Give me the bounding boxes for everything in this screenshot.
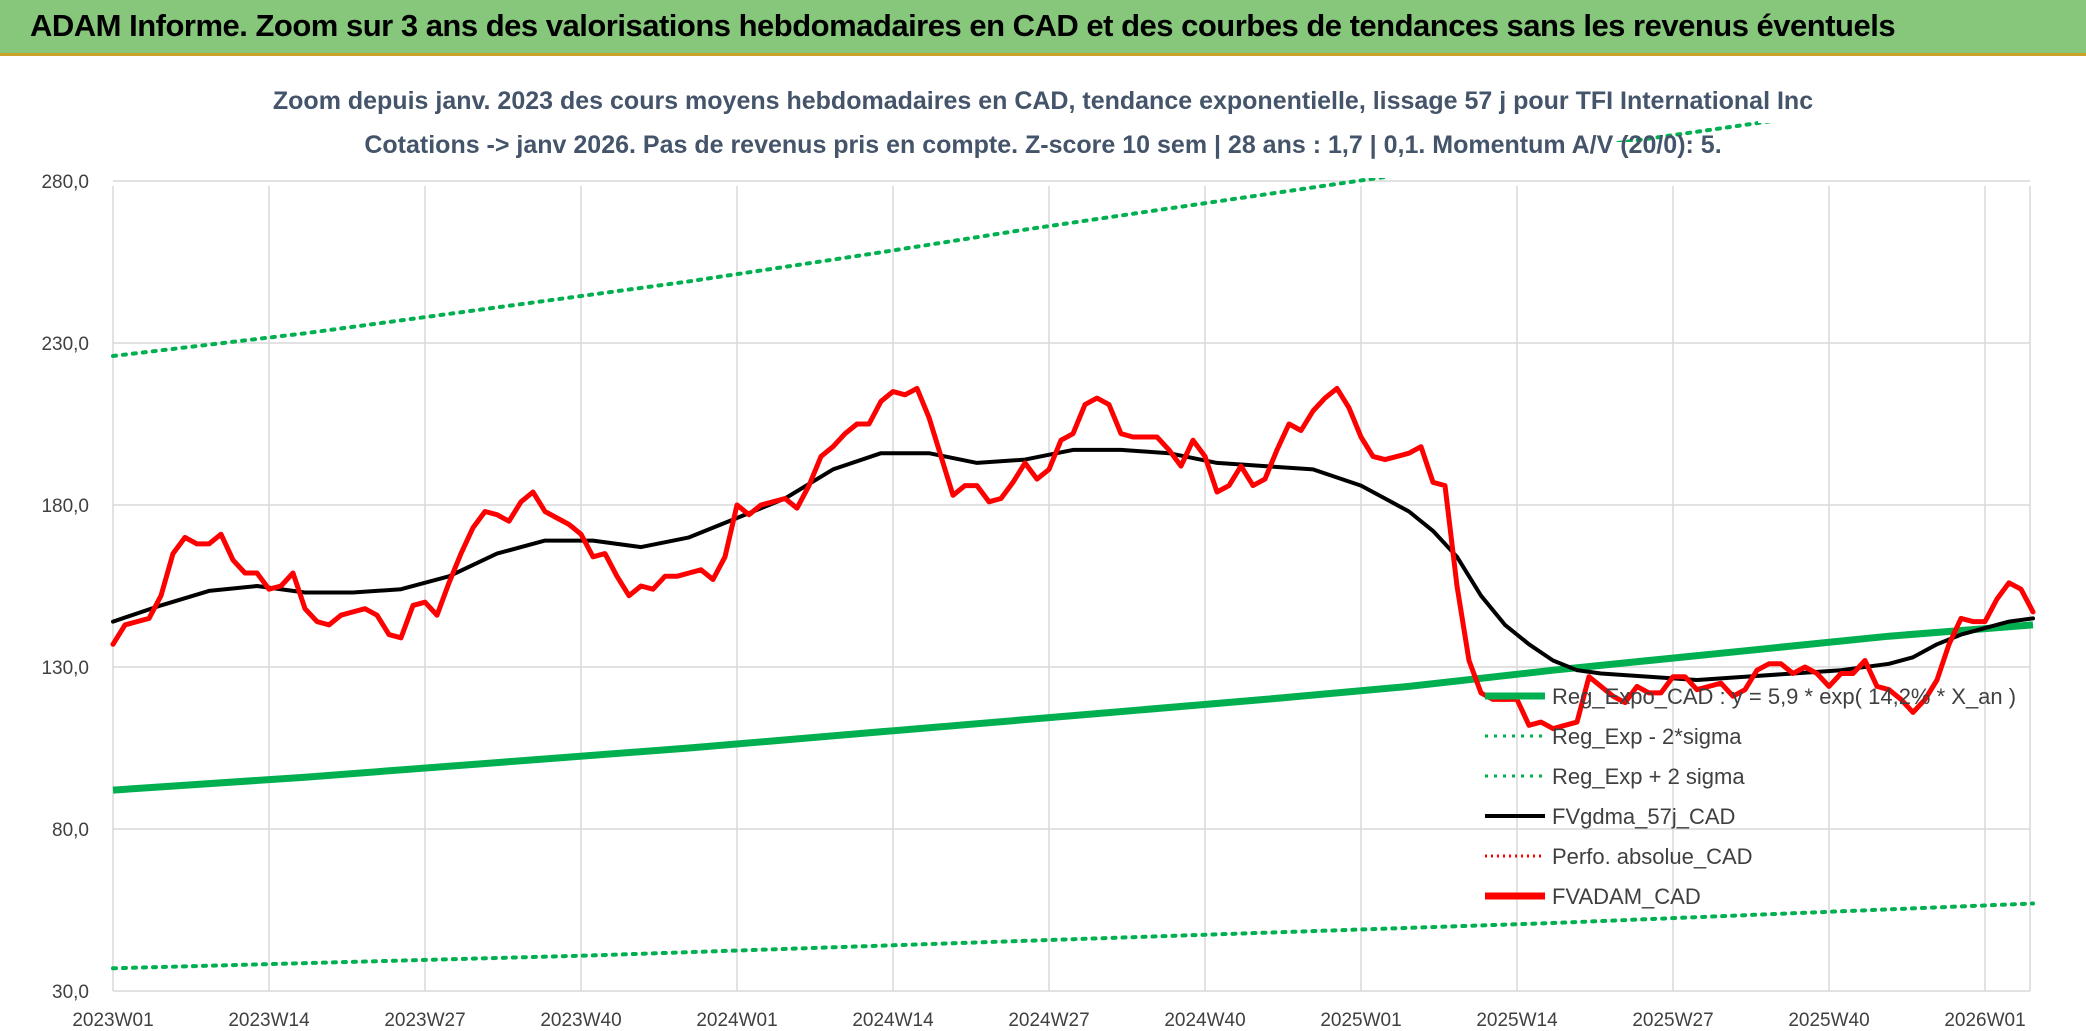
- x-tick-label: 2025W40: [1788, 1010, 1869, 1031]
- x-tick-label: 2025W01: [1320, 1010, 1401, 1031]
- chart-title: Zoom depuis janv. 2023 des cours moyens …: [273, 87, 1813, 115]
- y-tick-label: 30,0: [52, 982, 89, 1003]
- x-tick-label: 2023W14: [228, 1010, 310, 1031]
- legend-label: Reg_Exp + 2 sigma: [1552, 764, 1745, 789]
- x-tick-label: 2024W01: [696, 1010, 777, 1031]
- header-banner: ADAM Informe. Zoom sur 3 ans des valoris…: [0, 0, 2086, 56]
- x-tick-label: 2025W27: [1632, 1010, 1713, 1031]
- y-tick-label: 130,0: [41, 658, 89, 679]
- subtitle-mask: [1140, 142, 1808, 178]
- y-tick-label: 280,0: [41, 172, 89, 193]
- x-tick-label: 2023W01: [72, 1010, 153, 1031]
- y-tick-label: 80,0: [52, 820, 89, 841]
- chart-background: [0, 56, 2086, 1031]
- report-title: ADAM Informe. Zoom sur 3 ans des valoris…: [30, 8, 1896, 43]
- legend-label: FVgdma_57j_CAD: [1552, 804, 1735, 829]
- y-tick-label: 230,0: [41, 334, 89, 355]
- x-tick-label: 2023W40: [540, 1010, 621, 1031]
- legend: Reg_Expo_CAD : y = 5,9 * exp( 14,2% * X_…: [1485, 684, 2016, 909]
- x-tick-label: 2024W27: [1008, 1010, 1089, 1031]
- x-tick-label: 2026W01: [1944, 1010, 2025, 1031]
- chart: 2023W01 2023W14 2023W27 2023W40 2024W01 2024W…: [0, 56, 2086, 1031]
- x-tick-label: 2023W27: [384, 1010, 465, 1031]
- legend-label: FVADAM_CAD: [1552, 884, 1701, 909]
- y-axis: 30,0 80,0 130,0 180,0 230,0 280,0: [41, 172, 89, 1003]
- x-axis: 2023W01 2023W14 2023W27 2023W40 2024W01 2024W…: [72, 1010, 2025, 1031]
- title-mask: [1758, 103, 2026, 123]
- y-tick-label: 180,0: [41, 496, 89, 517]
- legend-label: Reg_Expo_CAD : y = 5,9 * exp( 14,2% * X_…: [1552, 684, 2016, 709]
- x-tick-label: 2025W14: [1476, 1010, 1558, 1031]
- legend-label: Reg_Exp - 2*sigma: [1552, 724, 1742, 749]
- x-tick-label: 2024W14: [852, 1010, 934, 1031]
- series-reg-exp-minus-2sigma: [111, 901, 2035, 971]
- legend-label: Perfo. absolue_CAD: [1552, 844, 1753, 869]
- series-reg-expo: [112, 621, 2034, 794]
- x-tick-label: 2024W40: [1164, 1010, 1245, 1031]
- grid: [112, 180, 2031, 992]
- series-fvadam: [110, 385, 2036, 732]
- chart-subtitle: Cotations -> janv 2026. Pas de revenus p…: [364, 131, 1721, 159]
